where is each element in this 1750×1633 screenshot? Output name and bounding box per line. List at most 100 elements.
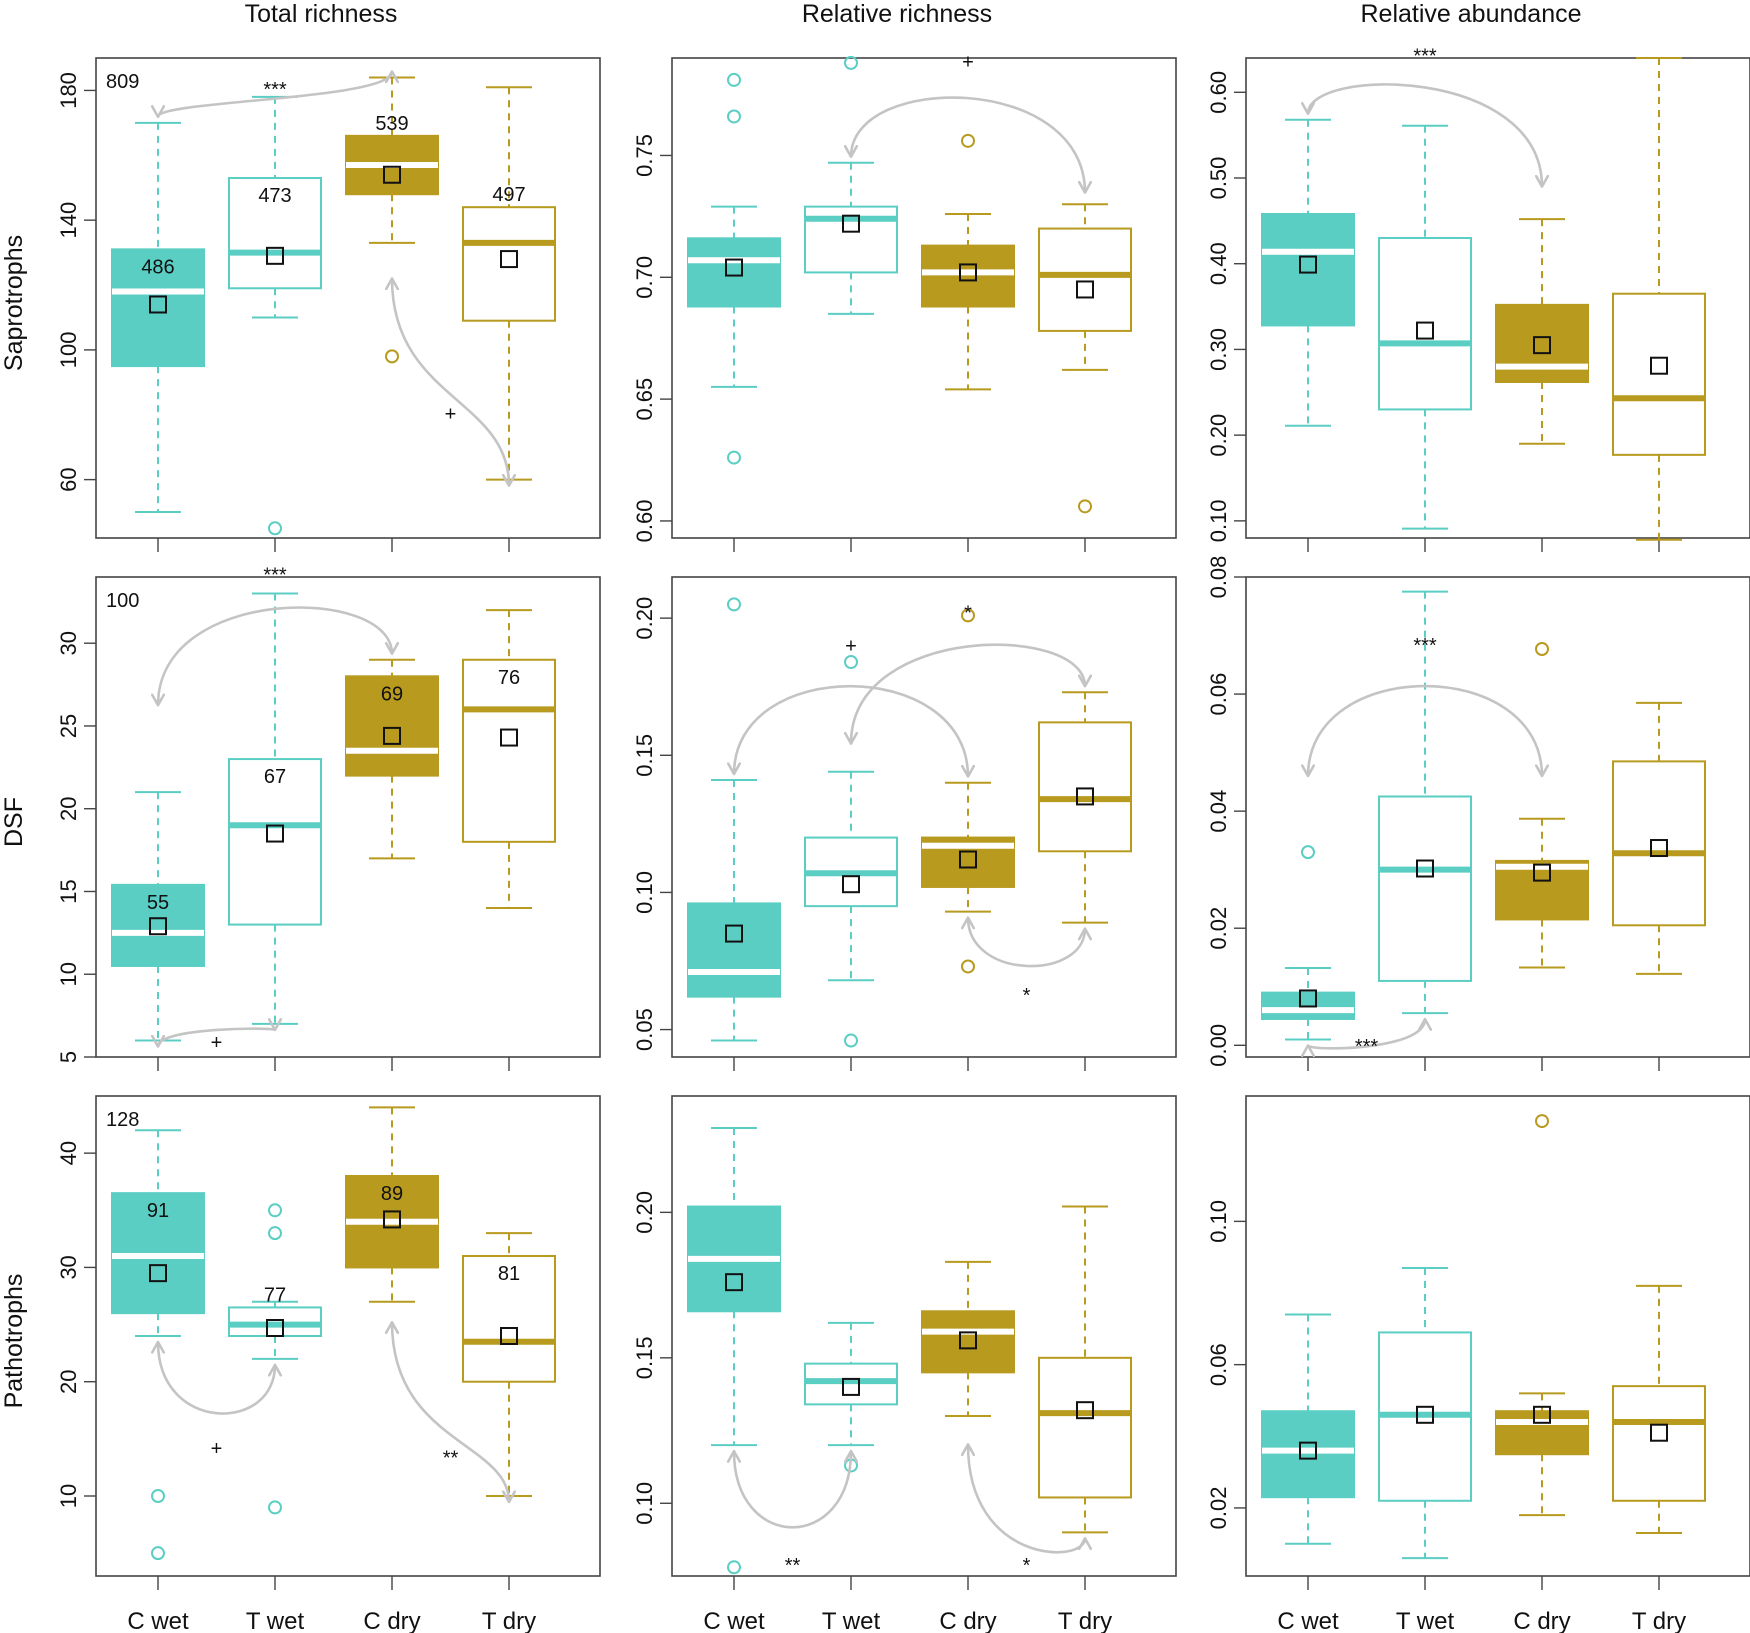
significance-label: + xyxy=(211,1032,223,1054)
mean-marker xyxy=(383,1210,401,1229)
mean-marker xyxy=(266,1319,284,1337)
significance-label: *** xyxy=(1413,46,1437,68)
y-tick-label: 10 xyxy=(56,962,81,986)
outlier-point xyxy=(727,109,741,124)
box-count-label: 91 xyxy=(147,1200,169,1222)
box-t-dry: 76 xyxy=(462,609,556,910)
panel-0-1: 0.60 0.65 0.70 0.75 + xyxy=(632,52,1177,552)
box-count-label: 539 xyxy=(375,113,408,135)
y-tick-label: 0.20 xyxy=(632,1191,657,1234)
y-tick-label: 180 xyxy=(56,72,81,109)
significance-label: * xyxy=(1023,1555,1031,1577)
outlier-point xyxy=(385,349,399,364)
box-count-label: 67 xyxy=(264,766,286,788)
y-tick-label: 0.20 xyxy=(1206,414,1231,457)
column-title: Relative richness xyxy=(802,0,992,28)
panel-1-0: 5 10 15 20 25 30 100 55 67 69 76 *** + xyxy=(56,564,601,1071)
iqr-box xyxy=(1038,227,1132,332)
total-count-label: 100 xyxy=(106,590,139,612)
y-tick-label: 20 xyxy=(56,796,81,820)
outlier-point xyxy=(844,55,858,70)
x-tick-label: T wet xyxy=(822,1608,881,1633)
y-tick-label: 0.06 xyxy=(1206,1343,1231,1386)
x-tick-label: C dry xyxy=(363,1608,420,1633)
box-t-wet xyxy=(1378,1266,1472,1560)
box-c-wet xyxy=(1261,845,1355,1041)
outlier-point xyxy=(727,72,741,87)
significance-label: *** xyxy=(263,564,287,586)
box-t-wet: 473 xyxy=(228,95,322,536)
outlier-point xyxy=(1301,845,1315,860)
y-tick-label: 0.10 xyxy=(632,1482,657,1525)
x-tick-label: T wet xyxy=(246,1608,305,1633)
mean-marker xyxy=(842,875,860,894)
comparison-arrow xyxy=(968,918,1085,968)
box-c-wet xyxy=(687,597,781,1042)
significance-label: ** xyxy=(443,1447,459,1469)
column-title: Total richness xyxy=(245,0,398,28)
iqr-box xyxy=(1261,213,1355,327)
y-tick-label: 0.10 xyxy=(1206,1200,1231,1243)
mean-marker xyxy=(149,917,167,936)
outlier-point xyxy=(727,597,741,612)
outlier-point xyxy=(844,1033,858,1048)
y-tick-label: 0.50 xyxy=(1206,157,1231,200)
x-tick-label: T dry xyxy=(482,1608,536,1633)
panel-2-2: 0.02 0.06 0.10 C wet T wet C dry T dry xyxy=(1206,1095,1750,1633)
mean-marker xyxy=(1416,1405,1434,1424)
significance-label: * xyxy=(1023,985,1031,1007)
box-c-wet xyxy=(687,72,781,465)
box-t-dry xyxy=(1612,57,1706,541)
mean-marker xyxy=(266,246,284,265)
mean-marker xyxy=(1076,787,1094,806)
x-tick-label: C wet xyxy=(703,1608,765,1633)
significance-label: * xyxy=(964,603,972,625)
mean-marker xyxy=(500,728,518,747)
box-c-wet xyxy=(1261,118,1355,427)
plot-frame xyxy=(671,1095,1177,1577)
mean-marker xyxy=(1650,356,1668,375)
mean-marker xyxy=(1076,1401,1094,1420)
box-count-label: 486 xyxy=(141,256,174,278)
outlier-point xyxy=(1535,642,1549,656)
y-tick-label: 40 xyxy=(56,1141,81,1165)
x-tick-label: C wet xyxy=(1277,1608,1339,1633)
mean-marker xyxy=(1533,336,1551,355)
mean-marker xyxy=(1299,255,1317,274)
box-count-label: 77 xyxy=(264,1284,286,1306)
box-t-wet xyxy=(1378,124,1472,530)
y-tick-label: 0.15 xyxy=(632,734,657,777)
x-tick-label: T dry xyxy=(1058,1608,1112,1633)
box-c-wet: 55 xyxy=(111,791,205,1042)
y-tick-label: 25 xyxy=(56,714,81,738)
box-t-dry: 497 xyxy=(462,86,556,481)
mean-marker xyxy=(266,824,284,843)
y-tick-label: 0.02 xyxy=(1206,907,1231,950)
iqr-box xyxy=(1495,1410,1589,1456)
mean-marker xyxy=(959,850,977,869)
mean-marker xyxy=(1533,863,1551,882)
mean-marker xyxy=(1650,1423,1668,1442)
significance-label: + xyxy=(211,1438,223,1460)
y-tick-label: 0.15 xyxy=(632,1336,657,1379)
y-tick-label: 0.06 xyxy=(1206,673,1231,716)
mean-marker xyxy=(1533,1405,1551,1424)
box-t-dry xyxy=(1612,1284,1706,1535)
mean-marker xyxy=(842,214,860,233)
row-label: Pathotrophs xyxy=(0,1274,28,1409)
comparison-arrow xyxy=(392,279,509,486)
box-t-dry xyxy=(1038,203,1132,514)
outlier-point xyxy=(151,1546,165,1561)
iqr-box xyxy=(1038,721,1132,853)
box-c-dry xyxy=(1495,218,1589,445)
comparison-arrow xyxy=(1308,684,1542,776)
iqr-box xyxy=(1495,303,1589,384)
y-tick-label: 5 xyxy=(56,1051,81,1063)
row-label: Saprotrophs xyxy=(0,235,28,371)
comparison-arrow xyxy=(1308,1019,1425,1048)
outlier-point xyxy=(1535,1114,1549,1129)
box-c-dry: 69 xyxy=(345,658,439,860)
iqr-box xyxy=(462,658,556,843)
